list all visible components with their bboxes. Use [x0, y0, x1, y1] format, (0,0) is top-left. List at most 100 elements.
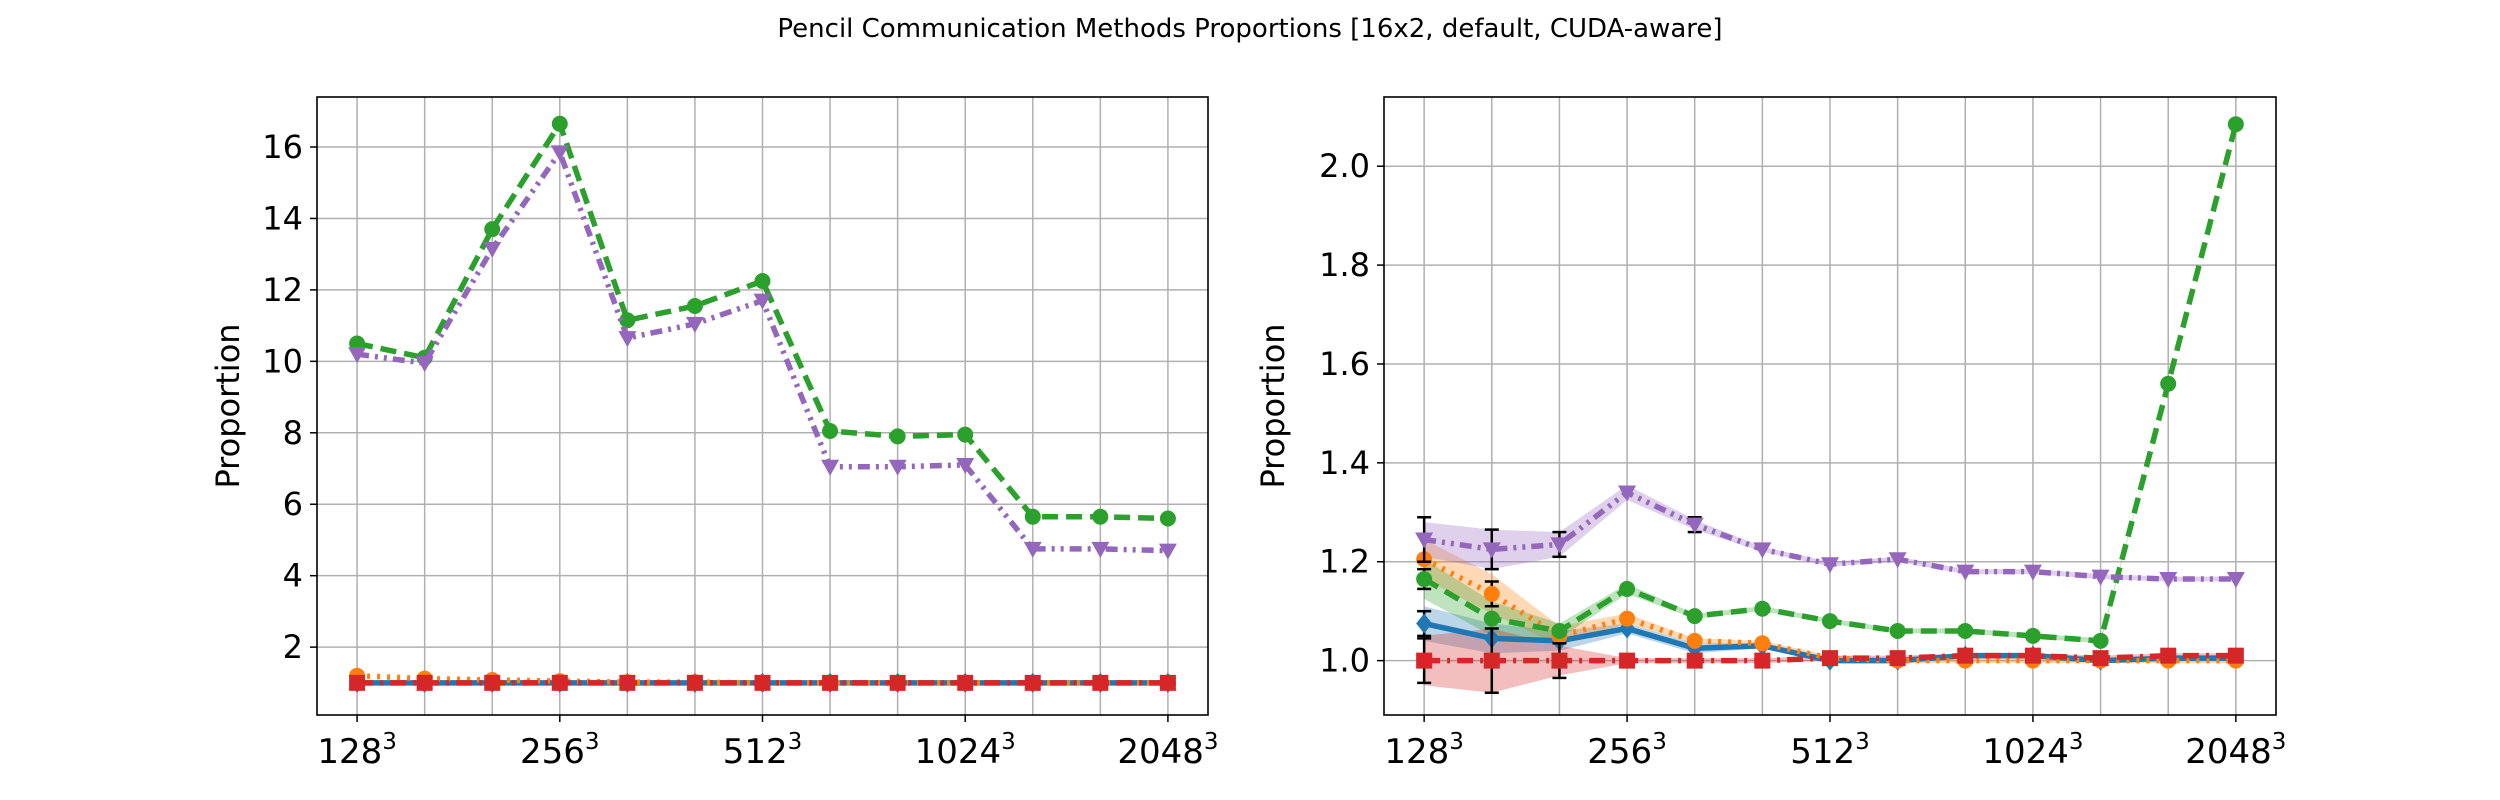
right-xtick-label: 10243 — [1982, 729, 2083, 772]
left-series-4-point — [957, 674, 974, 691]
left-series-4-point — [416, 674, 433, 691]
right-series-4-point — [2092, 650, 2109, 667]
right-series-4-point — [1889, 650, 1906, 667]
right-ytick-label: 1.0 — [1319, 642, 1370, 680]
left-series-5-point — [618, 331, 637, 348]
right-series-5-point — [1618, 485, 1637, 502]
left-series-4-point — [619, 674, 636, 691]
left-ytick-label: 16 — [262, 128, 303, 166]
left-gridlines — [317, 97, 1208, 715]
right-series-3-point — [1754, 600, 1771, 617]
right-series-4-point — [1754, 652, 1771, 669]
right-series-5-point — [2226, 572, 2245, 589]
left-series-5-point — [1023, 541, 1042, 558]
left-series-3-point — [822, 423, 839, 440]
right-ytick-label: 1.6 — [1319, 345, 1370, 383]
left-ytick-label: 14 — [262, 199, 303, 237]
left-xtick-label: 20483 — [1117, 729, 1218, 772]
left-series-3-point — [754, 272, 771, 289]
right-series-4-point — [2160, 647, 2177, 664]
left-ylabel: Proportion — [209, 323, 247, 488]
right-xtick-label: 5123 — [1790, 729, 1870, 772]
right-ytick-label: 1.8 — [1319, 246, 1370, 284]
right-series-4-point — [1551, 652, 1568, 669]
left-ytick-label: 4 — [283, 557, 303, 595]
right-series-4-point — [1957, 647, 1974, 664]
right-ytick-label: 1.2 — [1319, 543, 1370, 581]
right-series-2-point — [1754, 635, 1771, 652]
left-ytick-label: 12 — [262, 271, 303, 309]
left-y-axis: 2 4 6 8 10 12 14 16 — [262, 128, 317, 666]
right-series-4-point — [1686, 652, 1703, 669]
left-series-5-point — [821, 459, 840, 476]
left-series-3-point — [957, 426, 974, 443]
right-ytick-label: 2.0 — [1319, 147, 1370, 185]
right-series-5-point — [1415, 532, 1434, 549]
right-series-1-point — [1416, 613, 1433, 634]
left-series-4-point — [822, 674, 839, 691]
left-xtick-label: 10243 — [915, 729, 1016, 772]
right-series-4-point — [1483, 652, 1500, 669]
right-series-5-point — [2023, 564, 2042, 581]
left-series-4-point — [551, 674, 568, 691]
right-series-4-point — [2227, 647, 2244, 664]
left-xtick-label: 1283 — [317, 729, 397, 772]
left-series-5-point — [348, 347, 367, 364]
right-series-2-point — [1619, 610, 1636, 627]
right-series-3-point — [1957, 622, 1974, 639]
left-series-5-point — [956, 457, 975, 474]
figure-title: Pencil Communication Methods Proportions… — [777, 14, 1723, 44]
right-series-5-point — [1753, 542, 1772, 559]
right-series-5-point — [2091, 569, 2110, 586]
left-series-5 — [348, 145, 1177, 560]
right-series-4-point — [1416, 652, 1433, 669]
right-series-2-point — [1483, 585, 1500, 602]
left-plot-area — [348, 115, 1177, 693]
left-x-axis: 1283 2563 5123 10243 20483 — [317, 715, 1218, 772]
chart-left-proportions: 2 4 6 8 10 12 14 16 Proportion 1283 2563 5123 10243 2… — [209, 96, 1218, 772]
right-series-5-point — [1888, 552, 1907, 569]
right-series-4-point — [1822, 650, 1838, 667]
right-series-5-point — [2159, 572, 2178, 589]
right-x-axis: 1283 2563 5123 10243 20483 — [1384, 715, 2286, 772]
right-series-3-point — [2024, 627, 2041, 644]
right-series-4 — [1416, 627, 2244, 695]
left-series-3-point — [619, 312, 636, 329]
right-series-3-point — [1889, 622, 1906, 639]
left-ytick-label: 2 — [283, 628, 303, 666]
left-series-4-point — [1092, 674, 1109, 691]
right-series-5-point — [1550, 537, 1569, 554]
right-xtick-label: 1283 — [1384, 729, 1464, 772]
left-series-4-point — [349, 674, 366, 691]
right-series-4-point — [1619, 652, 1636, 669]
right-xtick-label: 20483 — [2185, 729, 2286, 772]
left-ytick-label: 8 — [283, 414, 303, 452]
right-plot-area — [1415, 116, 2245, 695]
left-series-4-point — [686, 674, 703, 691]
left-xtick-label: 2563 — [520, 729, 600, 772]
right-y-axis: 1.0 1.2 1.4 1.6 1.8 2.0 — [1319, 147, 1384, 680]
left-series-3-point — [1092, 508, 1109, 525]
right-series-3-point — [2227, 116, 2244, 133]
right-ylabel: Proportion — [1254, 323, 1292, 488]
left-series-4-point — [484, 674, 501, 691]
chart-right-proportions: 1.0 1.2 1.4 1.6 1.8 2.0 Proportion 1283 2563 5123… — [1254, 96, 2286, 772]
left-series-4-point — [1159, 674, 1176, 691]
left-series-5-point — [1091, 541, 1110, 558]
left-ytick-label: 6 — [283, 485, 303, 523]
left-series-3-point — [1159, 510, 1176, 527]
right-series-3-point — [2092, 632, 2109, 649]
left-series-4-point — [889, 674, 906, 691]
right-series-3-point — [1551, 622, 1568, 639]
left-series-3-point — [484, 221, 501, 238]
right-series-5 — [1415, 485, 2245, 589]
left-xtick-label: 5123 — [723, 729, 803, 772]
left-series-5-point — [1158, 543, 1177, 560]
left-series-3-point — [1024, 508, 1041, 525]
right-series-3-point — [1483, 610, 1500, 627]
left-series-3-point — [686, 297, 703, 314]
left-series-5-point — [888, 459, 907, 476]
right-series-5-point — [1482, 542, 1501, 559]
right-series-3-point — [1416, 571, 1433, 588]
